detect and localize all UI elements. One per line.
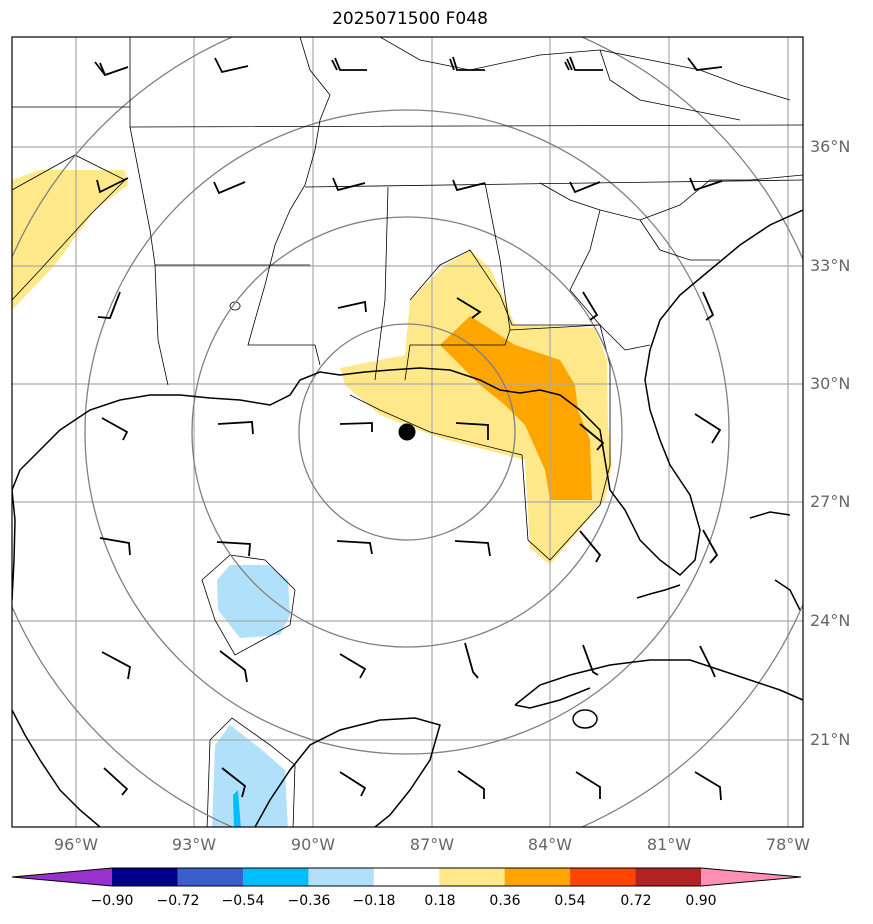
colorbar-segment [504,868,571,886]
colorbar [11,867,802,887]
positive-anomaly-region [340,250,612,565]
graticule [12,37,803,827]
lon-label-78w: 78°W [765,835,811,854]
colorbar-segment [242,868,309,886]
map-canvas [11,36,804,828]
lat-label-33n: 33°N [810,256,851,275]
colorbar-tick-label: 0.18 [424,893,456,909]
lon-label-84w: 84°W [527,835,573,854]
colorbar-extend-low [12,868,112,886]
colorbar-tick-label: −0.72 [156,893,200,909]
colorbar-segment [373,868,440,886]
colorbar-segment [308,868,375,886]
lat-label-24n: 24°N [810,611,851,630]
shaded-field-layer [12,170,612,827]
colorbar-segment [439,868,506,886]
lat-label-30n: 30°N [810,374,851,393]
storm-center-marker [398,423,416,441]
positive-anomaly-region [12,170,128,310]
colorbar-tick-label: 0.90 [685,893,717,909]
lat-label-21n: 21°N [810,730,851,749]
colorbar-segment [112,868,178,886]
colorbar-tick-label: −0.18 [352,893,396,909]
strong-positive-anomaly-region [440,316,592,500]
negative-anomaly-region [212,725,288,827]
colorbar-segment [635,868,702,886]
lon-label-81w: 81°W [646,835,692,854]
colorbar-segment [570,868,637,886]
colorbar-tick-label: 0.72 [620,893,652,909]
lon-label-93w: 93°W [171,835,217,854]
lon-label-96w: 96°W [53,835,99,854]
wind-barbs [94,56,723,801]
range-rings [12,37,803,827]
colorbar-tick-label: −0.90 [90,893,134,909]
strong-negative-anomaly-region [233,790,241,827]
contour-outlines [12,154,611,827]
negative-anomaly-region [217,565,290,638]
map-title: 2025071500 F048 [332,9,488,29]
lon-label-90w: 90°W [290,835,336,854]
lon-label-87w: 87°W [409,835,455,854]
lat-label-27n: 27°N [810,492,851,511]
colorbar-tick-label: 0.54 [554,893,586,909]
colorbar-extend-high [701,868,801,886]
colorbar-tick-label: 0.36 [489,893,521,909]
colorbar-tick-label: −0.54 [221,893,265,909]
colorbar-tick-label: −0.36 [287,893,331,909]
colorbar-segment [177,868,244,886]
state-borders [12,37,803,386]
map-frame [11,36,804,828]
coastlines [12,209,803,827]
lat-label-36n: 36°N [810,137,851,156]
